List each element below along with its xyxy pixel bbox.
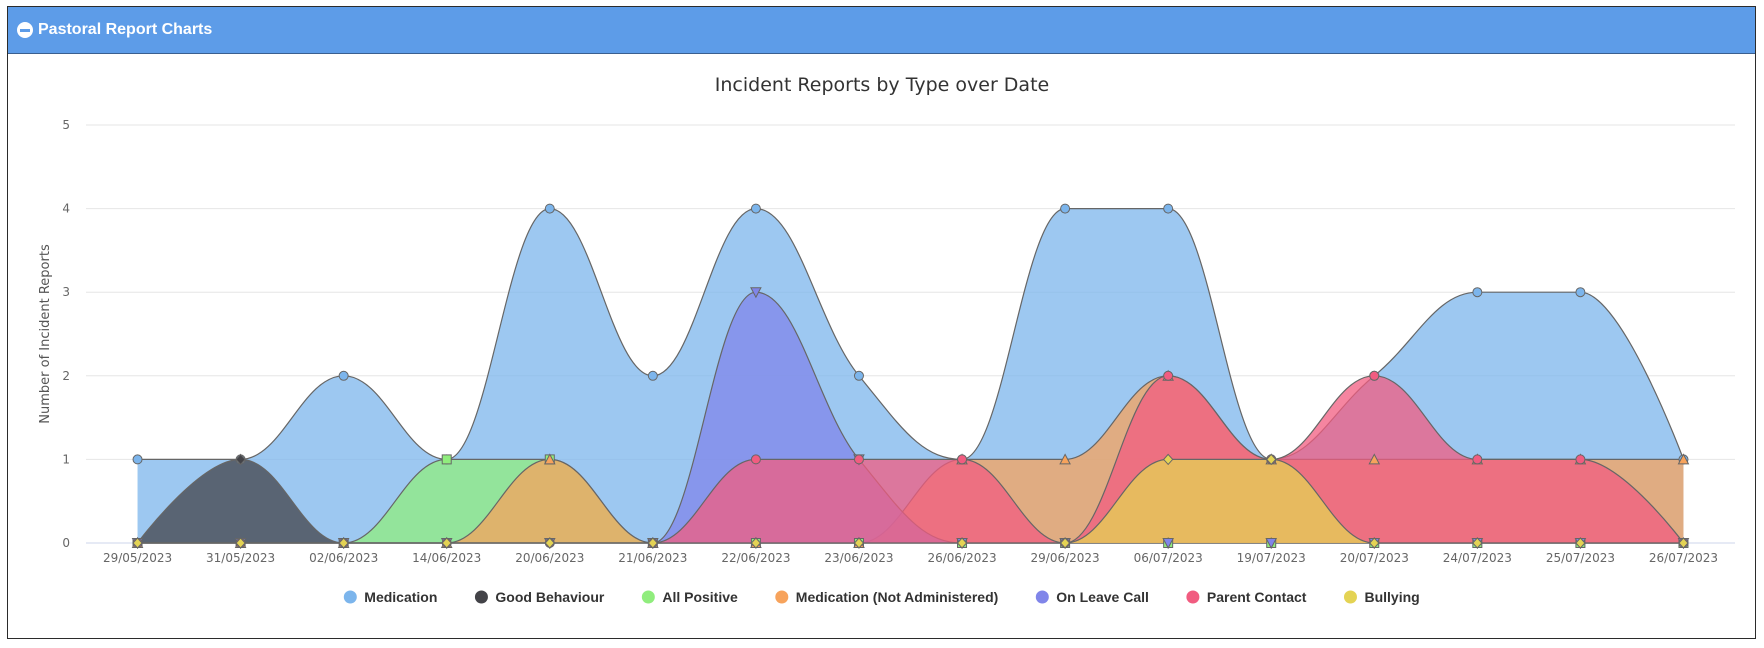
point-bullying[interactable] — [956, 537, 968, 549]
x-tick-label: 22/06/2023 — [721, 551, 790, 565]
point-medication[interactable] — [544, 203, 555, 214]
point-medication-not-administered[interactable] — [1677, 453, 1690, 465]
panel-title: Pastoral Report Charts — [38, 21, 213, 38]
legend-dot-icon — [641, 590, 655, 604]
point-bullying[interactable] — [544, 537, 555, 549]
legend-dot-icon — [775, 590, 789, 604]
point-medication-not-administered[interactable] — [1059, 453, 1071, 465]
point-parent-contact[interactable] — [957, 454, 968, 465]
legend-dot-icon — [1186, 590, 1200, 604]
point-medication[interactable] — [132, 454, 143, 465]
legend-item[interactable]: On Leave Call — [1035, 589, 1149, 605]
legend-item[interactable]: All Positive — [641, 589, 738, 605]
x-tick-label: 31/05/2023 — [206, 551, 275, 565]
legend-label: Medication — [364, 589, 437, 605]
point-medication[interactable] — [338, 370, 349, 381]
point-on-leave-call[interactable] — [1265, 538, 1278, 550]
chart-title: Incident Reports by Type over Date — [715, 74, 1049, 96]
point-parent-contact[interactable] — [750, 454, 761, 465]
x-tick-label: 21/06/2023 — [618, 551, 687, 565]
legend-dot-icon — [474, 590, 488, 604]
legend-item[interactable]: Bullying — [1343, 589, 1420, 605]
x-tick-label: 25/07/2023 — [1546, 551, 1615, 565]
point-on-leave-call[interactable] — [1162, 538, 1174, 550]
legend-label: Good Behaviour — [495, 589, 604, 605]
legend-item[interactable]: Parent Contact — [1186, 589, 1307, 605]
y-tick-label: 4 — [62, 202, 70, 216]
x-tick-label: 19/07/2023 — [1237, 551, 1306, 565]
legend-label: All Positive — [662, 589, 738, 605]
point-bullying[interactable] — [853, 537, 865, 549]
y-tick-label: 2 — [62, 369, 70, 383]
point-bullying[interactable] — [235, 537, 246, 549]
point-medication[interactable] — [647, 370, 658, 381]
y-tick-label: 1 — [62, 452, 70, 466]
point-bullying[interactable] — [1162, 453, 1174, 466]
point-on-leave-call[interactable] — [750, 287, 762, 299]
point-bullying[interactable] — [1059, 537, 1071, 549]
line-medication[interactable] — [137, 207, 1685, 461]
point-bullying[interactable] — [1369, 537, 1380, 549]
point-bullying[interactable] — [1678, 537, 1689, 549]
point-medication-not-administered[interactable] — [1368, 453, 1381, 465]
x-tick-label: 29/05/2023 — [103, 551, 172, 565]
point-parent-contact[interactable] — [1472, 454, 1483, 465]
point-parent-contact[interactable] — [1369, 370, 1380, 381]
legend-label: Parent Contact — [1207, 589, 1307, 605]
point-all-positive[interactable] — [441, 454, 452, 465]
y-tick-label: 3 — [62, 285, 70, 299]
legend-item[interactable]: Medication — [343, 589, 438, 605]
point-medication[interactable] — [1060, 203, 1071, 214]
y-axis-label: Number of Incident Reports — [38, 244, 53, 424]
point-parent-contact[interactable] — [1163, 370, 1174, 381]
x-tick-label: 20/07/2023 — [1340, 551, 1409, 565]
x-tick-label: 24/07/2023 — [1443, 551, 1512, 565]
x-tick-label: 20/06/2023 — [515, 551, 584, 565]
point-medication[interactable] — [1163, 203, 1174, 214]
legend-dot-icon — [343, 590, 357, 604]
legend-dot-icon — [1343, 590, 1357, 604]
point-medication[interactable] — [853, 370, 864, 381]
point-parent-contact[interactable] — [1575, 454, 1586, 465]
point-bullying[interactable] — [1266, 453, 1277, 466]
point-bullying[interactable] — [1575, 537, 1586, 549]
point-medication[interactable] — [1575, 287, 1586, 298]
x-tick-label: 26/06/2023 — [927, 551, 996, 565]
area-good-behaviour — [137, 459, 1684, 543]
legend-item[interactable]: Medication (Not Administered) — [775, 589, 998, 605]
y-tick-label: 5 — [62, 118, 70, 132]
point-bullying[interactable] — [750, 537, 762, 549]
x-tick-label: 02/06/2023 — [309, 551, 378, 565]
legend-label: Medication (Not Administered) — [796, 589, 999, 605]
legend-label: Bullying — [1364, 589, 1419, 605]
x-tick-label: 06/07/2023 — [1134, 551, 1203, 565]
point-bullying[interactable] — [441, 537, 452, 549]
legend-label: On Leave Call — [1056, 589, 1149, 605]
panel-header[interactable]: Pastoral Report Charts — [8, 7, 1755, 54]
y-tick-label: 0 — [62, 536, 70, 550]
point-bullying[interactable] — [1472, 537, 1483, 549]
point-medication[interactable] — [750, 203, 761, 214]
point-bullying[interactable] — [647, 537, 659, 549]
area-bullying — [137, 459, 1684, 543]
x-tick-label: 14/06/2023 — [412, 551, 481, 565]
point-medication[interactable] — [1472, 287, 1483, 298]
x-tick-label: 26/07/2023 — [1649, 551, 1718, 565]
line-bullying[interactable] — [137, 458, 1684, 544]
collapse-minus-icon[interactable] — [17, 22, 33, 38]
point-bullying[interactable] — [132, 537, 143, 549]
point-good-behaviour[interactable] — [235, 453, 246, 466]
point-medication-not-administered[interactable] — [543, 453, 556, 465]
legend-dot-icon — [1035, 590, 1049, 604]
x-tick-label: 29/06/2023 — [1031, 551, 1100, 565]
x-tick-label: 23/06/2023 — [824, 551, 893, 565]
legend-item[interactable]: Good Behaviour — [474, 589, 605, 605]
point-bullying[interactable] — [338, 537, 349, 549]
point-parent-contact[interactable] — [853, 454, 864, 465]
